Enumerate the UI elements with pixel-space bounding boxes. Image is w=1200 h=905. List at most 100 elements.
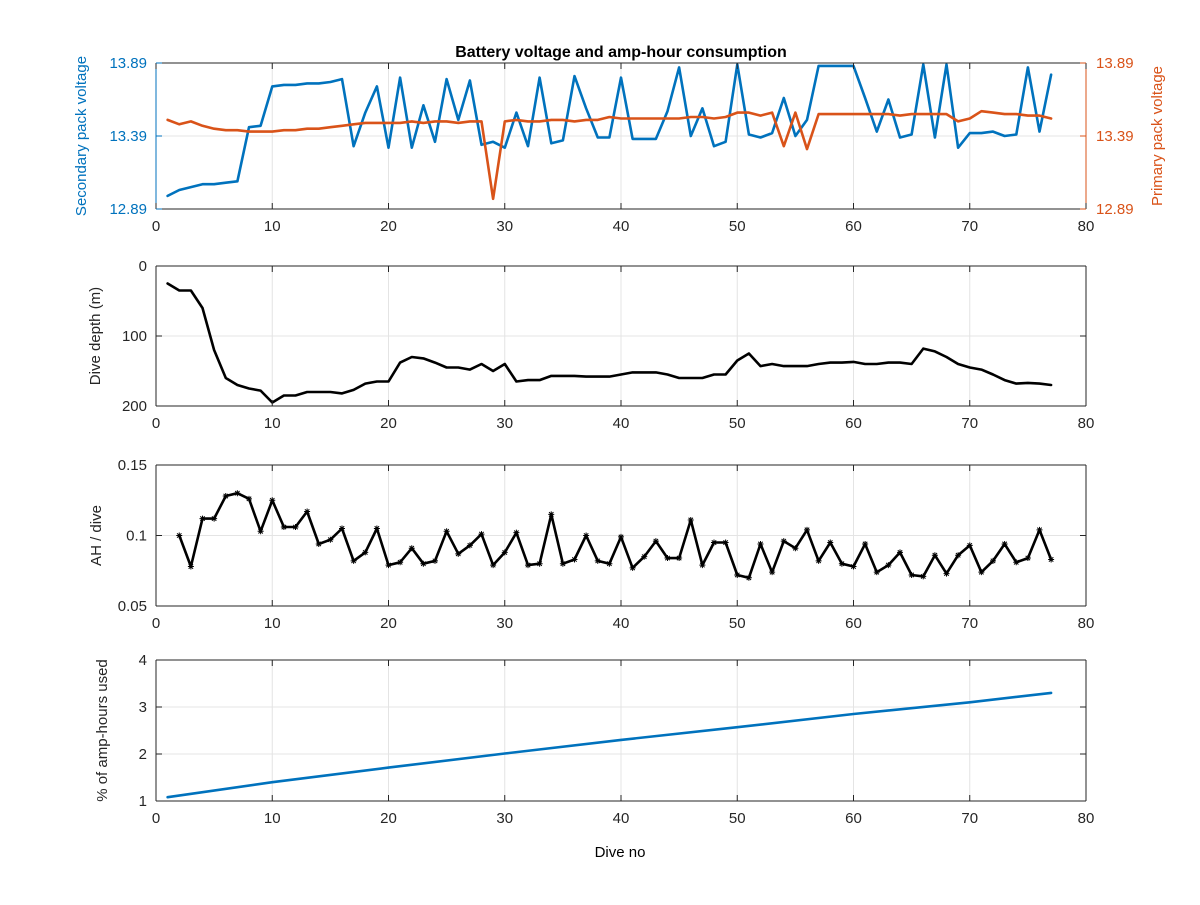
x-tick-label: 10 <box>264 218 281 235</box>
data-point-marker <box>641 553 648 560</box>
data-point-marker <box>490 562 497 569</box>
data-point-marker <box>769 569 776 576</box>
data-point-marker <box>292 524 299 531</box>
data-point-marker <box>966 542 973 549</box>
data-point-marker <box>757 540 764 547</box>
y-tick-label: 1 <box>139 793 147 810</box>
data-point-marker <box>234 490 241 497</box>
data-point-marker <box>466 542 473 549</box>
x-tick-label: 40 <box>613 615 630 632</box>
data-point-marker <box>711 539 717 546</box>
data-point-marker <box>676 555 683 562</box>
x-tick-label: 80 <box>1078 415 1095 432</box>
x-tick-label: 80 <box>1078 615 1095 632</box>
y-axis-label-right: Primary pack voltage <box>1149 66 1166 206</box>
x-tick-label: 50 <box>729 218 746 235</box>
data-point-marker <box>722 539 729 546</box>
y-tick-label-right: 13.89 <box>1096 55 1134 72</box>
y-tick-label: 0.1 <box>126 528 147 545</box>
series-line-3-1 <box>178 491 1053 580</box>
y-tick-label: 13.39 <box>109 128 147 145</box>
data-point-marker <box>734 571 741 578</box>
figure-title: Battery voltage and amp-hour consumption <box>455 44 787 61</box>
data-point-marker <box>315 540 322 547</box>
data-point-marker <box>699 562 706 569</box>
data-point-marker <box>571 556 578 563</box>
data-point-marker <box>222 493 229 500</box>
y-axis-label: % of amp-hours used <box>94 659 111 802</box>
x-tick-label: 50 <box>729 810 746 827</box>
x-tick-label: 60 <box>845 810 862 827</box>
y-tick-label: 12.89 <box>109 201 147 218</box>
x-tick-label: 0 <box>152 810 160 827</box>
data-point-marker <box>420 560 427 567</box>
x-tick-label: 30 <box>496 615 513 632</box>
x-tick-label: 60 <box>845 615 862 632</box>
data-point-marker <box>838 560 845 567</box>
x-tick-label: 20 <box>380 810 397 827</box>
x-axis-label-dive-no: Dive no <box>595 844 646 861</box>
data-point-marker <box>501 549 508 556</box>
data-point-marker <box>827 539 834 546</box>
data-point-marker <box>594 557 601 564</box>
data-point-marker <box>339 525 345 532</box>
x-tick-label: 20 <box>380 615 397 632</box>
x-tick-label: 50 <box>729 415 746 432</box>
data-point-marker <box>559 560 566 567</box>
series-line-4-1 <box>166 691 1053 799</box>
data-point-marker <box>745 574 752 581</box>
data-point-marker <box>536 560 543 567</box>
x-tick-label: 20 <box>380 218 397 235</box>
y-tick-label: 0 <box>139 258 147 275</box>
x-tick-label: 0 <box>152 615 160 632</box>
data-point-marker <box>455 550 462 557</box>
data-point-marker <box>978 569 985 576</box>
x-tick-label: 30 <box>496 415 513 432</box>
data-point-marker <box>687 516 694 523</box>
y-tick-label: 100 <box>122 328 147 345</box>
data-point-marker <box>432 557 438 564</box>
data-point-marker <box>780 538 787 545</box>
y-tick-label: 2 <box>139 746 147 763</box>
data-point-marker <box>664 555 671 562</box>
data-point-marker <box>1024 555 1031 562</box>
x-tick-label: 40 <box>613 810 630 827</box>
data-point-marker <box>478 531 485 538</box>
data-point-marker <box>408 545 415 552</box>
series-line-2-1 <box>166 282 1053 404</box>
data-point-marker <box>246 495 252 502</box>
x-tick-label: 70 <box>961 415 978 432</box>
panel-4: 0 10 20 30 40 50 60 70 80 1 2 3 4 % of amp-hours used <box>94 652 1094 827</box>
data-point-marker <box>815 557 822 564</box>
data-point-marker <box>176 532 183 539</box>
y-tick-label-right: 12.89 <box>1096 201 1134 218</box>
x-tick-label: 10 <box>264 415 281 432</box>
data-point-marker <box>920 573 927 580</box>
data-point-marker <box>850 563 857 570</box>
panel-2: 0 10 20 30 40 50 60 70 80 0 100 200 Dive depth (m) <box>87 258 1094 432</box>
data-point-marker <box>304 508 311 515</box>
data-point-marker <box>885 562 892 569</box>
data-point-marker <box>257 528 264 535</box>
data-point-marker <box>990 557 996 564</box>
x-tick-label: 70 <box>961 218 978 235</box>
y-tick-label: 13.89 <box>109 55 147 72</box>
data-point-marker <box>525 562 531 569</box>
data-point-marker <box>629 564 636 571</box>
y-tick-label-right: 13.39 <box>1096 128 1134 145</box>
data-point-marker <box>513 529 520 536</box>
x-tick-label: 40 <box>613 218 630 235</box>
data-point-marker <box>362 549 369 556</box>
data-point-marker <box>1036 526 1043 533</box>
y-axis-label: Dive depth (m) <box>87 287 104 385</box>
y-tick-label: 0.05 <box>118 598 147 615</box>
x-tick-label: 40 <box>613 415 630 432</box>
data-point-marker <box>385 562 392 569</box>
chart-panels: 0 10 20 30 40 50 60 70 8012.8913.3913.8912.8913.… <box>73 55 1166 827</box>
data-point-marker <box>862 540 869 547</box>
data-point-marker <box>897 549 903 556</box>
x-tick-label: 10 <box>264 615 281 632</box>
x-tick-label: 70 <box>961 615 978 632</box>
